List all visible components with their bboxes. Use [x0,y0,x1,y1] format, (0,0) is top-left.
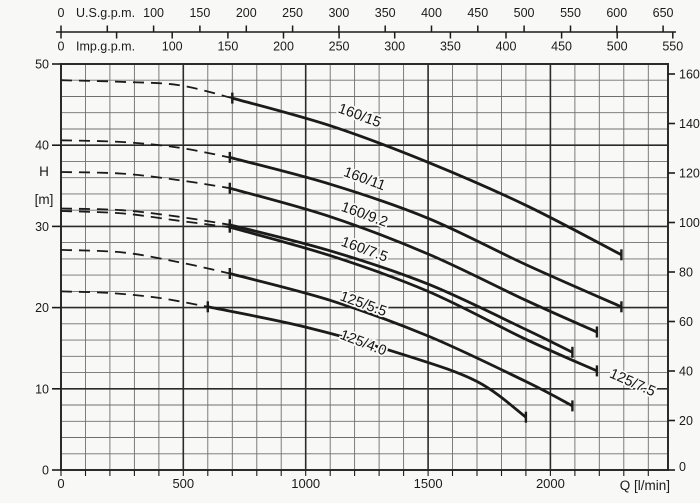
head-tick-label: 40 [35,139,49,153]
flow-tick-label: 0 [57,476,64,491]
us-gpm-tick-label: 600 [606,6,627,20]
curve-dashed-segment [60,207,230,226]
minor-grid [61,64,668,470]
curve-solid-segment [231,96,623,257]
us-gpm-tick-label: 350 [375,6,396,20]
feet-axis [668,73,675,471]
curve-label-125-5-5: 125/5.5 [338,289,389,321]
head-axis-labels: 0 10 20 30 40 50 [35,58,49,478]
curve-solid-segment [229,223,574,354]
feet-tick-label: 80 [679,266,693,280]
imp-gpm-tick-label: 450 [551,40,572,54]
head-axis [52,63,61,471]
top-gpm-axis-labels: 0 100 150 200 250 300 350 400 450 500 550 600 650 0 10… [58,6,684,54]
head-axis-title: H [39,164,49,179]
us-gpm-tick-label: 250 [282,6,303,20]
curve-dashed-segment [60,171,230,190]
feet-axis-labels: 0 20 40 60 80 100 120 140 160 [679,68,700,475]
curve-125-4-0: 125/4.0 [60,290,528,423]
us-gpm-tick-label: 550 [560,6,581,20]
flow-tick-label: 1500 [414,476,443,491]
curve-dashed-segment [60,79,233,99]
imp-gpm-tick-label: 100 [162,40,183,54]
imp-gpm-tick-label: 250 [329,40,350,54]
flow-axis-title: Q [l/min] [620,478,670,493]
top-gpm-axis [56,25,676,39]
imp-gpm-tick-label: 200 [273,40,294,54]
us-gpm-tick-label: 200 [236,6,257,20]
us-gpm-tick-label: 650 [653,6,674,20]
feet-tick-label: 0 [679,460,686,474]
curve-dashed-segment [60,139,230,159]
curve-label-125-7-5: 125/7.5 [607,366,658,400]
curve-solid-segment [229,272,574,408]
head-tick-label: 10 [35,382,49,396]
curve-solid-segment [229,156,622,309]
us-gpm-tick-label: 0 [58,6,65,20]
curve-160-7-5: 160/7.5 [60,207,574,358]
imp-gpm-axis-title: Imp.g.p.m. [76,40,135,54]
flow-axis-labels: 0 500 1000 1500 2000 [57,476,564,491]
head-tick-label: 0 [42,464,49,478]
curve-dashed-segment [60,210,230,229]
head-tick-label: 50 [35,58,49,72]
head-tick-label: 30 [35,220,49,234]
us-gpm-tick-label: 500 [514,6,535,20]
flow-tick-label: 2000 [536,476,565,491]
feet-tick-label: 20 [679,414,693,428]
curve-solid-segment [229,225,598,373]
curve-solid-segment [207,305,527,419]
feet-tick-label: 140 [679,117,700,131]
feet-tick-label: 160 [679,68,700,82]
imp-gpm-tick-label: 400 [496,40,517,54]
feet-tick-label: 40 [679,365,693,379]
pump-curves: 160/15160/11160/9.2160/7.5125/7.5125/5.5… [60,79,660,423]
curve-label-125-4-0: 125/4.0 [338,327,389,359]
head-tick-label: 20 [35,301,49,315]
curve-solid-segment [229,186,598,334]
imp-gpm-tick-label: 350 [440,40,461,54]
flow-tick-label: 1000 [291,476,320,491]
flow-tick-label: 500 [172,476,194,491]
imp-gpm-tick-label: 550 [662,40,683,54]
us-gpm-tick-label: 400 [421,6,442,20]
curve-160-15: 160/15 [60,79,623,261]
imp-gpm-tick-label: 500 [607,40,628,54]
curve-label-160-15: 160/15 [336,101,383,131]
imp-gpm-tick-label: 300 [384,40,405,54]
feet-tick-label: 100 [679,216,700,230]
feet-tick-label: 60 [679,315,693,329]
plot-border [60,63,669,471]
us-gpm-tick-label: 150 [189,6,210,20]
curve-dashed-segment [60,290,208,308]
feet-tick-label: 120 [679,167,700,181]
imp-gpm-tick-label: 150 [217,40,238,54]
curve-dashed-segment [60,249,230,275]
head-axis-unit: [m] [35,192,54,207]
imp-gpm-tick-label: 0 [58,40,65,54]
us-gpm-tick-label: 300 [328,6,349,20]
us-gpm-tick-label: 450 [467,6,488,20]
us-gpm-axis-title: U.S.g.p.m. [76,6,135,20]
us-gpm-tick-label: 100 [143,6,164,20]
flow-axis [60,470,649,476]
